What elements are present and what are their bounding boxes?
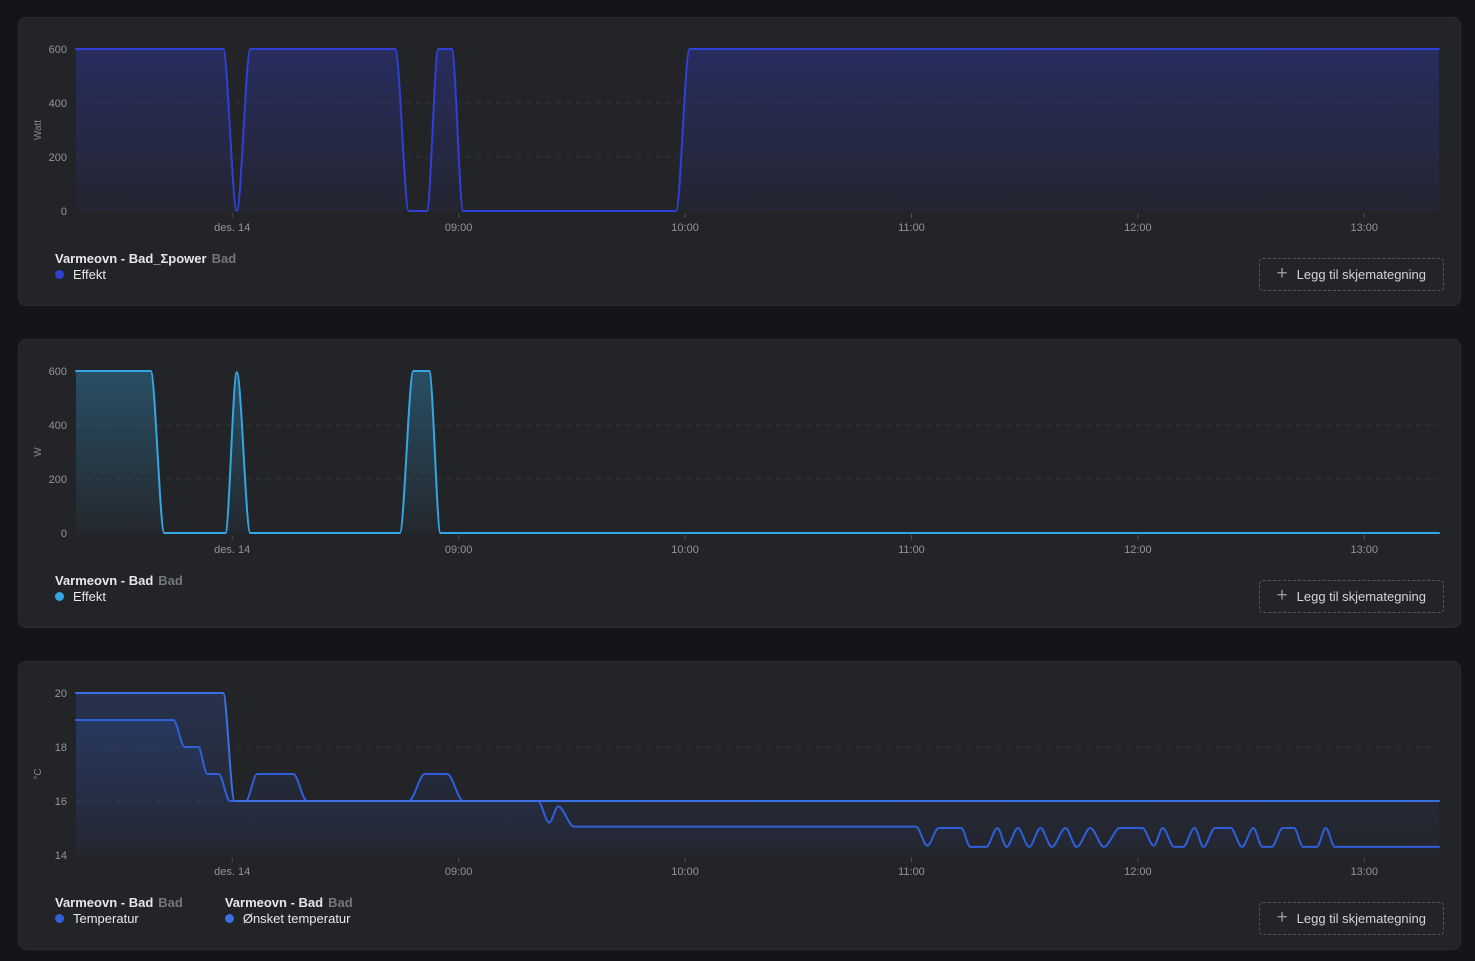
room-name: Bad — [211, 251, 237, 266]
ønsket-temperatur-area — [76, 693, 1439, 855]
add-to-schematic-button[interactable]: + Legg til skjemategning — [1258, 902, 1444, 935]
y-axis-unit-label: Watt — [33, 120, 44, 140]
add-button-label: Legg til skjemategning — [1296, 911, 1426, 926]
x-axis-tick-label: 12:00 — [1124, 544, 1152, 556]
x-axis-tick-label: 12:00 — [1124, 222, 1152, 234]
legend-item[interactable]: Ønsket temperatur — [224, 911, 353, 926]
device-name: Varmeovn - Bad — [224, 895, 324, 910]
legend: Varmeovn - Bad_Σpower Bad Effekt — [55, 251, 236, 282]
x-axis-tick-label: des. 14 — [214, 544, 250, 556]
legend-title: Varmeovn - Bad Bad — [55, 573, 183, 589]
x-axis-tick-label: 13:00 — [1351, 222, 1379, 234]
power-chart: 0 200 400 600 des. 14 09:00 10:00 11:00 12:00 13:… — [33, 366, 1440, 556]
effekt-area — [76, 371, 1439, 533]
room-name: Bad — [328, 895, 353, 910]
y-axis-tick-label: 200 — [49, 152, 67, 164]
plus-icon: + — [1276, 585, 1288, 606]
legend-title: Varmeovn - Bad Bad — [225, 895, 353, 911]
legend-item[interactable]: Temperatur — [55, 911, 183, 926]
chart-panel-temperature: 14 16 18 20 des. 14 09:00 10:00 11:00 12:00 13:00… — [18, 661, 1461, 950]
legend-group: Varmeovn - Bad Bad Ønsket temperatur — [224, 895, 353, 926]
x-axis-tick-label: 10:00 — [671, 544, 699, 556]
y-axis-tick-label: 20 — [55, 688, 67, 700]
effekt-line — [75, 47, 1440, 213]
device-name: Varmeovn - Bad — [55, 895, 154, 910]
add-to-schematic-button[interactable]: + Legg til skjemategning — [1258, 258, 1444, 291]
legend-label: Temperatur — [73, 911, 139, 926]
effekt-area — [76, 49, 1439, 211]
ønsket-temperatur-line — [75, 692, 1440, 802]
effekt-line — [75, 370, 1440, 534]
room-name: Bad — [158, 573, 183, 588]
legend-label: Ønsket temperatur — [242, 911, 351, 926]
y-axis-tick-label: 16 — [55, 796, 67, 808]
x-axis-tick-label: 10:00 — [671, 866, 699, 878]
y-axis-tick-label: 0 — [61, 528, 67, 540]
legend: Varmeovn - Bad Bad Effekt — [55, 573, 183, 604]
chart-panel-power: 0 200 400 600 des. 14 09:00 10:00 11:00 12:00 13:… — [18, 339, 1461, 628]
x-axis-tick-label: 09:00 — [445, 866, 473, 878]
legend-item[interactable]: Effekt — [55, 589, 183, 604]
legend-title: Varmeovn - Bad_Σpower Bad — [55, 251, 236, 267]
y-axis-tick-label: 14 — [55, 850, 67, 862]
y-axis-tick-label: 400 — [49, 420, 67, 432]
add-button-label: Legg til skjemategning — [1296, 589, 1426, 604]
legend-group: Varmeovn - Bad_Σpower Bad Effekt — [55, 251, 236, 282]
y-axis-unit-label: W — [33, 447, 44, 457]
x-axis-tick-label: 12:00 — [1124, 866, 1152, 878]
chart-panel-sum-power: 0 200 400 600 des. 14 09:00 10:00 11:00 12:00 13:… — [18, 17, 1461, 306]
legend-dot-icon — [55, 592, 64, 601]
temperature-chart: 14 16 18 20 des. 14 09:00 10:00 11:00 12:00 13:00… — [33, 688, 1440, 878]
y-axis-tick-label: 400 — [49, 98, 67, 110]
x-axis-tick-label: 13:00 — [1351, 866, 1379, 878]
x-axis-tick-label: 09:00 — [445, 222, 473, 234]
legend-item[interactable]: Effekt — [55, 267, 236, 282]
y-axis-tick-label: 200 — [49, 474, 67, 486]
x-axis-tick-label: des. 14 — [214, 222, 250, 234]
x-axis-tick-label: 10:00 — [671, 222, 699, 234]
x-axis-tick-label: 09:00 — [445, 544, 473, 556]
legend-dot-icon — [55, 914, 64, 923]
legend-label: Effekt — [73, 267, 107, 282]
plus-icon: + — [1276, 907, 1288, 928]
legend-group: Varmeovn - Bad Bad Effekt — [55, 573, 183, 604]
legend-label: Effekt — [73, 589, 107, 604]
x-axis-tick-label: 13:00 — [1351, 544, 1379, 556]
device-name: Varmeovn - Bad_Σpower — [55, 251, 207, 266]
plus-icon: + — [1276, 263, 1288, 284]
legend: Varmeovn - Bad Bad Temperatur Varmeovn - … — [55, 895, 353, 926]
x-axis-tick-label: 11:00 — [898, 866, 925, 878]
room-name: Bad — [158, 895, 183, 910]
y-axis-tick-label: 0 — [61, 206, 67, 218]
legend-group: Varmeovn - Bad Bad Temperatur — [55, 895, 183, 926]
x-axis-tick-label: 11:00 — [898, 544, 925, 556]
add-to-schematic-button[interactable]: + Legg til skjemategning — [1258, 580, 1444, 613]
sum-power-chart: 0 200 400 600 des. 14 09:00 10:00 11:00 12:00 13:… — [33, 44, 1440, 234]
device-name: Varmeovn - Bad — [55, 573, 154, 588]
x-axis-tick-label: des. 14 — [214, 866, 250, 878]
legend-dot-icon — [55, 270, 64, 279]
y-axis-tick-label: 600 — [49, 44, 67, 56]
y-axis-tick-label: 600 — [49, 366, 67, 378]
legend-title: Varmeovn - Bad Bad — [55, 895, 183, 911]
y-axis-tick-label: 18 — [55, 742, 67, 754]
x-axis-tick-label: 11:00 — [898, 222, 925, 234]
y-axis-unit-label: °C — [33, 768, 44, 779]
add-button-label: Legg til skjemategning — [1296, 267, 1426, 282]
legend-dot-icon — [224, 914, 234, 923]
